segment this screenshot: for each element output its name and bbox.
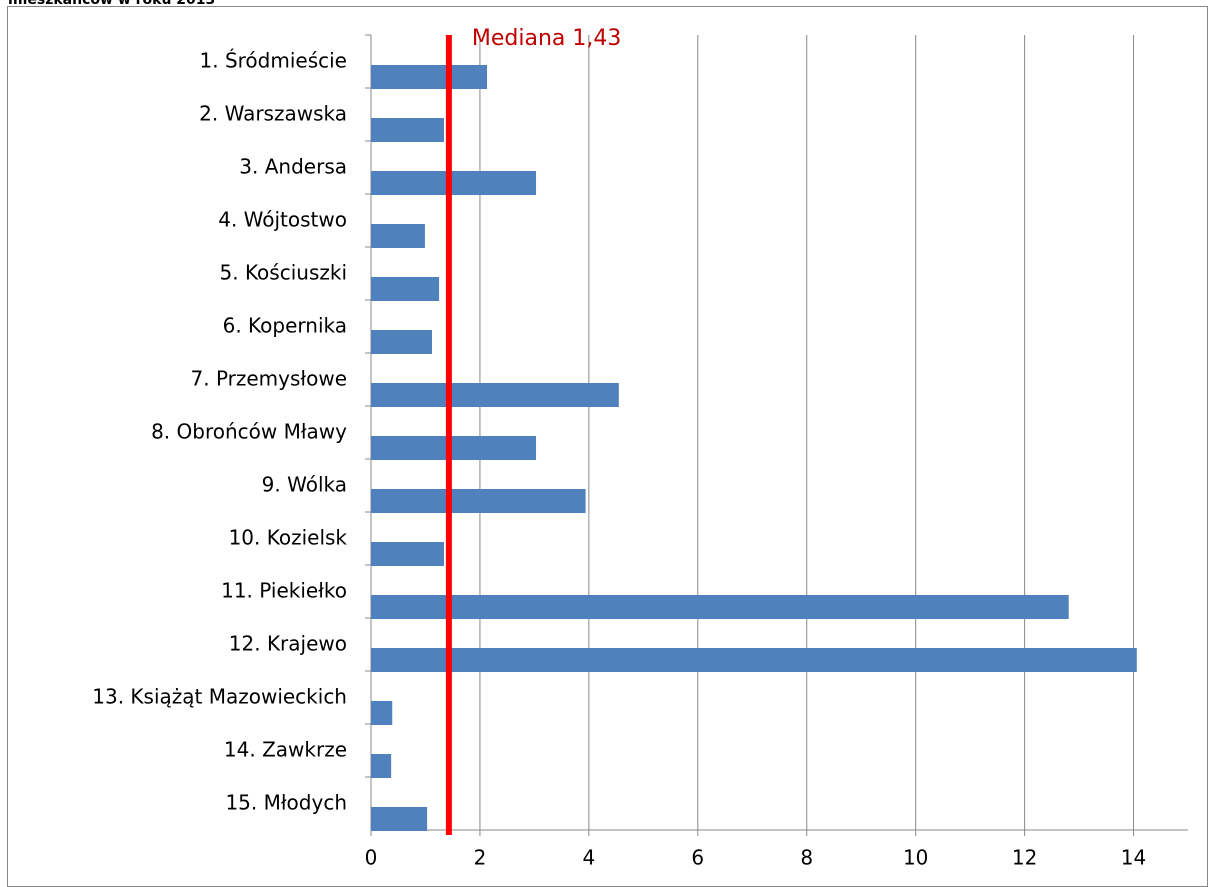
bar [371,330,433,354]
x-tick-label: 2 [474,846,487,870]
y-tick-label: 6. Kopernika [223,314,347,338]
bar [371,489,586,513]
y-tick-label: 8. Obrońców Mławy [151,420,347,444]
x-tick-label: 4 [582,846,595,870]
bar [371,807,428,831]
x-tick-label: 10 [903,846,928,870]
y-tick-label: 5. Kościuszki [220,261,348,285]
y-tick-label: 15. Młodych [225,791,347,815]
y-tick-label: 10. Kozielsk [229,526,348,550]
x-tick-label: 0 [365,846,378,870]
y-tick-label: 7. Przemysłowe [191,367,348,391]
y-tick-label: 13. Książąt Mazowieckich [92,685,347,709]
bar [371,542,444,566]
chart-border [7,6,1208,887]
bar [371,754,392,778]
chart-title: mieszkańców w roku 2013 [8,0,215,8]
bar [371,701,393,725]
y-tick-label: 3. Andersa [239,155,347,179]
y-tick-label: 2. Warszawska [199,102,347,126]
bar [371,595,1069,619]
x-tick-label: 14 [1121,846,1146,870]
bar [371,118,444,142]
median-label: Mediana 1,43 [472,26,621,51]
y-tick-label: 9. Wólka [262,473,347,497]
bar [371,648,1137,672]
bar [371,224,425,248]
y-tick-label: 11. Piekiełko [221,579,347,603]
bar [371,277,440,301]
x-tick-label: 8 [800,846,813,870]
x-tick-label: 12 [1012,846,1037,870]
y-tick-label: 12. Krajewo [229,632,347,656]
x-tick-label: 6 [691,846,704,870]
y-tick-label: 4. Wójtostwo [218,208,347,232]
bar [371,171,537,195]
y-tick-label: 14. Zawkrze [224,738,347,762]
bar [371,436,537,460]
bar [371,383,619,407]
bar [371,65,488,89]
y-tick-label: 1. Śródmieście [200,49,347,73]
